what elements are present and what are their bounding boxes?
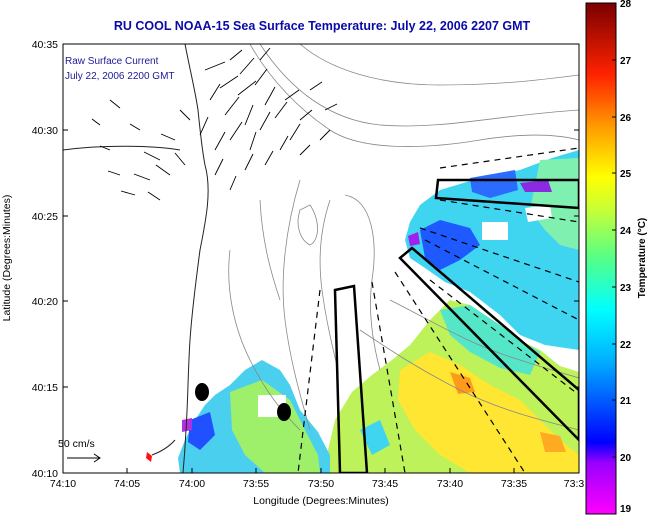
xtick-label: 74:10 [50, 478, 76, 490]
sst-patch-ne-purple [408, 232, 420, 246]
colorbar-gradient [585, 2, 617, 515]
ytick-label: 40:35 [32, 39, 58, 51]
scale-arrow [67, 453, 101, 463]
surface-current-vectors [91, 47, 338, 201]
colorbar: 28 27 26 25 24 23 22 21 20 19 Temperatur… [585, 0, 648, 515]
xtick-label: 73:50 [308, 478, 334, 490]
ytick-label: 40:25 [32, 211, 58, 223]
colorbar-tick: 26 [620, 113, 632, 124]
colorbar-tick: 24 [620, 226, 632, 237]
x-axis: 74:10 74:05 74:00 73:55 73:50 73:45 73:4… [50, 468, 585, 507]
colorbar-tick: 25 [620, 169, 632, 180]
sst-patch-ne-purple2 [520, 180, 552, 192]
sst-gap-ne2 [525, 205, 552, 222]
map-area [63, 44, 579, 473]
sst-gap-ne [482, 222, 508, 240]
sst-patch-ne-blue2 [470, 170, 518, 198]
ytick-label: 40:10 [32, 468, 58, 480]
marker-dot-1 [195, 383, 209, 401]
sst-patch-red-dot [146, 452, 152, 462]
colorbar-tick: 27 [620, 56, 632, 67]
marker-dot-2 [277, 403, 291, 421]
ytick-label: 40:30 [32, 125, 58, 137]
coastline [63, 44, 209, 473]
xtick-label: 73:40 [437, 478, 463, 490]
y-axis-label: Latitude (Degrees:Minutes) [1, 195, 13, 322]
colorbar-tick: 28 [620, 0, 632, 10]
xtick-label: 73:35 [501, 478, 527, 490]
bathymetry-contours [228, 44, 579, 431]
sst-patch-se-cyan2 [360, 420, 390, 455]
colorbar-label: Temperature (°C) [637, 218, 648, 299]
figure-title: RU COOL NOAA-15 Sea Surface Temperature:… [114, 19, 531, 33]
x-axis-label: Longitude (Degrees:Minutes) [253, 495, 388, 507]
current-annotation-line2: July 22, 2006 2200 GMT [65, 71, 175, 82]
xtick-label: 73:55 [243, 478, 269, 490]
colorbar-tick: 23 [620, 283, 632, 294]
sst-patch-sw-purple [182, 418, 192, 432]
sst-patch-se-orange2 [540, 432, 566, 452]
xtick-label: 73:45 [372, 478, 398, 490]
sector-box-south [333, 284, 369, 473]
sst-patch-sw-blue [188, 412, 215, 450]
sector-boxes [333, 178, 579, 473]
colorbar-tick: 20 [620, 453, 632, 464]
sst-patch-se-yellow [398, 352, 579, 473]
xtick-label: 74:00 [179, 478, 205, 490]
scale-label: 50 cm/s [58, 438, 95, 450]
radial-dashed-lines [297, 147, 579, 473]
current-annotation-line1: Raw Surface Current [65, 56, 159, 67]
xtick-label: 74:05 [114, 478, 140, 490]
colorbar-tick: 21 [620, 396, 632, 407]
y-axis: 40:35 40:30 40:25 40:20 40:15 40:10 Lati… [1, 39, 579, 480]
sector-box-north [434, 178, 579, 210]
ytick-label: 40:15 [32, 382, 58, 394]
xtick-label: 73:3 [564, 478, 585, 490]
ytick-label: 40:20 [32, 296, 58, 308]
sst-patch-sw-green [230, 380, 320, 473]
colorbar-tick: 22 [620, 340, 632, 351]
colorbar-tick: 19 [620, 504, 632, 515]
sector-box-diagonal [398, 246, 579, 442]
